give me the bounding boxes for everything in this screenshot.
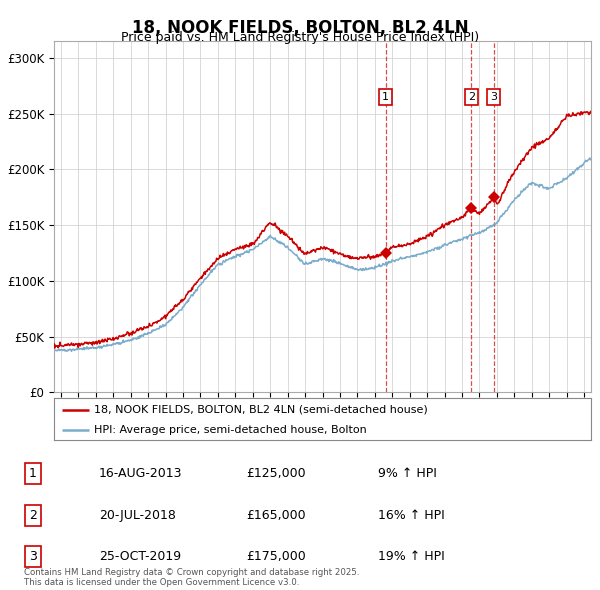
Text: Contains HM Land Registry data © Crown copyright and database right 2025.
This d: Contains HM Land Registry data © Crown c… bbox=[24, 568, 359, 587]
Text: 25-OCT-2019: 25-OCT-2019 bbox=[99, 550, 181, 563]
Text: HPI: Average price, semi-detached house, Bolton: HPI: Average price, semi-detached house,… bbox=[94, 425, 367, 434]
Text: 1: 1 bbox=[29, 467, 37, 480]
Text: £175,000: £175,000 bbox=[246, 550, 306, 563]
Text: Price paid vs. HM Land Registry's House Price Index (HPI): Price paid vs. HM Land Registry's House … bbox=[121, 31, 479, 44]
Text: 3: 3 bbox=[490, 92, 497, 102]
Text: £165,000: £165,000 bbox=[246, 509, 305, 522]
Text: 19% ↑ HPI: 19% ↑ HPI bbox=[378, 550, 445, 563]
Text: 9% ↑ HPI: 9% ↑ HPI bbox=[378, 467, 437, 480]
Text: 2: 2 bbox=[468, 92, 475, 102]
Text: 1: 1 bbox=[382, 92, 389, 102]
Text: 2: 2 bbox=[29, 509, 37, 522]
Text: 16-AUG-2013: 16-AUG-2013 bbox=[99, 467, 182, 480]
Text: 16% ↑ HPI: 16% ↑ HPI bbox=[378, 509, 445, 522]
Text: 18, NOOK FIELDS, BOLTON, BL2 4LN: 18, NOOK FIELDS, BOLTON, BL2 4LN bbox=[131, 19, 469, 37]
Text: £125,000: £125,000 bbox=[246, 467, 305, 480]
Text: 20-JUL-2018: 20-JUL-2018 bbox=[99, 509, 176, 522]
Text: 18, NOOK FIELDS, BOLTON, BL2 4LN (semi-detached house): 18, NOOK FIELDS, BOLTON, BL2 4LN (semi-d… bbox=[94, 405, 428, 415]
Text: 3: 3 bbox=[29, 550, 37, 563]
